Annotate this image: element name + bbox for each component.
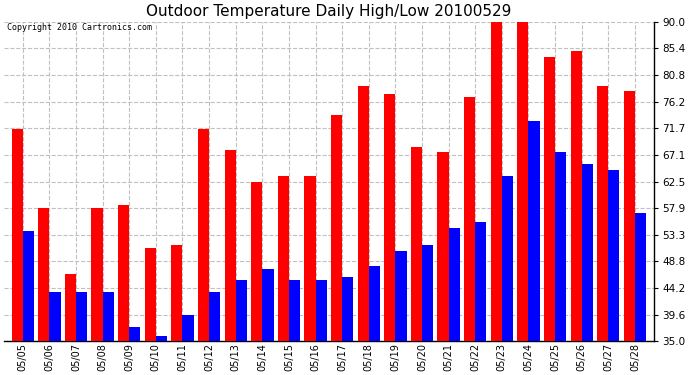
Bar bbox=[129, 327, 141, 375]
Bar bbox=[609, 170, 620, 375]
Bar bbox=[182, 315, 194, 375]
Bar bbox=[50, 292, 61, 375]
Bar bbox=[571, 51, 582, 375]
Bar bbox=[422, 246, 433, 375]
Bar bbox=[236, 280, 247, 375]
Bar bbox=[304, 176, 315, 375]
Bar bbox=[103, 292, 114, 375]
Bar bbox=[529, 120, 540, 375]
Bar bbox=[224, 150, 236, 375]
Bar bbox=[262, 268, 273, 375]
Bar bbox=[278, 176, 289, 375]
Bar bbox=[384, 94, 395, 375]
Bar bbox=[491, 22, 502, 375]
Bar bbox=[12, 129, 23, 375]
Bar bbox=[251, 182, 262, 375]
Bar bbox=[448, 228, 460, 375]
Bar bbox=[171, 246, 182, 375]
Bar bbox=[502, 176, 513, 375]
Bar bbox=[156, 336, 167, 375]
Bar bbox=[198, 129, 209, 375]
Bar bbox=[357, 86, 368, 375]
Bar bbox=[518, 22, 529, 375]
Bar bbox=[315, 280, 327, 375]
Bar bbox=[544, 57, 555, 375]
Bar bbox=[331, 115, 342, 375]
Bar bbox=[597, 86, 609, 375]
Bar bbox=[38, 208, 50, 375]
Bar bbox=[437, 153, 448, 375]
Bar bbox=[624, 92, 635, 375]
Bar bbox=[92, 208, 103, 375]
Bar bbox=[475, 222, 486, 375]
Bar bbox=[368, 266, 380, 375]
Bar bbox=[118, 205, 129, 375]
Bar bbox=[76, 292, 87, 375]
Bar bbox=[411, 147, 422, 375]
Bar bbox=[209, 292, 220, 375]
Bar bbox=[464, 97, 475, 375]
Bar bbox=[395, 251, 406, 375]
Bar bbox=[23, 231, 34, 375]
Bar bbox=[65, 274, 76, 375]
Text: Copyright 2010 Cartronics.com: Copyright 2010 Cartronics.com bbox=[8, 23, 152, 32]
Bar bbox=[342, 278, 353, 375]
Bar bbox=[635, 213, 646, 375]
Bar bbox=[582, 164, 593, 375]
Bar bbox=[289, 280, 300, 375]
Title: Outdoor Temperature Daily High/Low 20100529: Outdoor Temperature Daily High/Low 20100… bbox=[146, 4, 511, 19]
Bar bbox=[145, 248, 156, 375]
Bar bbox=[555, 153, 566, 375]
